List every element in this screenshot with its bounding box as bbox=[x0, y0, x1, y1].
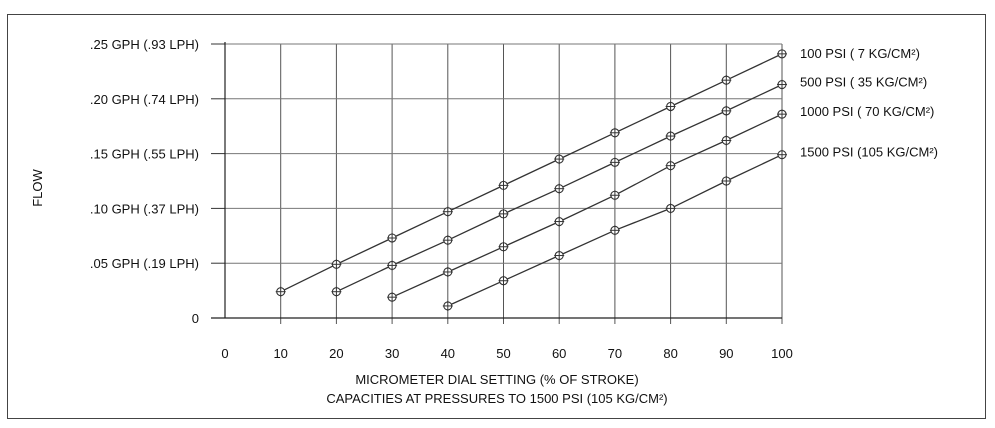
data-point bbox=[554, 154, 565, 165]
data-point bbox=[721, 105, 732, 116]
data-point bbox=[609, 127, 620, 138]
data-point bbox=[554, 183, 565, 194]
x-tick-label: 30 bbox=[385, 346, 399, 361]
data-point bbox=[498, 180, 509, 191]
data-point bbox=[665, 131, 676, 142]
y-tick-label: 0 bbox=[192, 311, 199, 326]
data-point bbox=[777, 109, 787, 120]
data-point bbox=[721, 75, 732, 86]
data-point bbox=[721, 176, 732, 186]
legend: 100 PSI ( 7 KG/CM²) 500 PSI ( 35 KG/CM²) 1… bbox=[800, 46, 938, 160]
legend-label-2: 1000 PSI ( 70 KG/CM²) bbox=[800, 104, 934, 119]
x-tick-label: 100 bbox=[771, 346, 793, 361]
data-point bbox=[387, 232, 398, 243]
y-tick-label: .10 GPH (.37 LPH) bbox=[90, 201, 199, 216]
x-tick-label: 80 bbox=[663, 346, 677, 361]
series-group bbox=[275, 48, 787, 311]
x-tick-label: 90 bbox=[719, 346, 733, 361]
data-point bbox=[665, 203, 676, 214]
data-point bbox=[721, 135, 732, 146]
x-tick-label: 70 bbox=[608, 346, 622, 361]
data-point bbox=[387, 292, 398, 303]
x-tick-label: 0 bbox=[221, 346, 228, 361]
data-point bbox=[498, 208, 509, 219]
data-point bbox=[331, 259, 342, 270]
data-point bbox=[442, 300, 453, 311]
grid bbox=[225, 43, 783, 324]
x-tick-label: 60 bbox=[552, 346, 566, 361]
chart-frame bbox=[7, 14, 986, 419]
data-point bbox=[554, 250, 565, 261]
data-point bbox=[665, 160, 676, 171]
x-axis-label: MICROMETER DIAL SETTING (% OF STROKE) bbox=[355, 372, 638, 387]
x-tick-label: 10 bbox=[273, 346, 287, 361]
legend-label-3: 1500 PSI (105 KG/CM²) bbox=[800, 145, 938, 160]
series-line-2 bbox=[391, 113, 783, 298]
chart-caption: CAPACITIES AT PRESSURES TO 1500 PSI (105… bbox=[326, 391, 667, 406]
data-point bbox=[609, 190, 620, 201]
series-line-0 bbox=[280, 53, 783, 293]
x-tick-label: 40 bbox=[441, 346, 455, 361]
data-point bbox=[498, 241, 509, 252]
legend-label-0: 100 PSI ( 7 KG/CM²) bbox=[800, 46, 920, 61]
data-point bbox=[387, 260, 398, 271]
data-point bbox=[442, 206, 453, 217]
data-point bbox=[665, 101, 676, 112]
data-point bbox=[777, 79, 787, 90]
data-point bbox=[609, 157, 620, 168]
axes bbox=[211, 42, 782, 319]
x-tick-label: 50 bbox=[496, 346, 510, 361]
data-point bbox=[777, 149, 787, 160]
data-point bbox=[498, 275, 509, 286]
x-tick-label: 20 bbox=[329, 346, 343, 361]
y-tick-label: .20 GPH (.74 LPH) bbox=[90, 92, 199, 107]
data-point bbox=[609, 225, 620, 236]
data-point bbox=[442, 266, 453, 277]
data-point bbox=[777, 48, 787, 59]
legend-label-1: 500 PSI ( 35 KG/CM²) bbox=[800, 75, 927, 90]
y-tick-label: .25 GPH (.93 LPH) bbox=[90, 37, 199, 52]
tick-labels: 0 10 20 30 40 50 60 70 80 90 100 0 .05 GPH (.19 LPH)… bbox=[90, 37, 793, 361]
y-tick-label: .05 GPH (.19 LPH) bbox=[90, 256, 199, 271]
data-point bbox=[554, 216, 565, 227]
data-point bbox=[275, 286, 286, 297]
y-axis-label: FLOW bbox=[30, 168, 45, 206]
data-point bbox=[331, 286, 342, 297]
y-tick-label: .15 GPH (.55 LPH) bbox=[90, 147, 199, 162]
data-point bbox=[442, 235, 453, 246]
